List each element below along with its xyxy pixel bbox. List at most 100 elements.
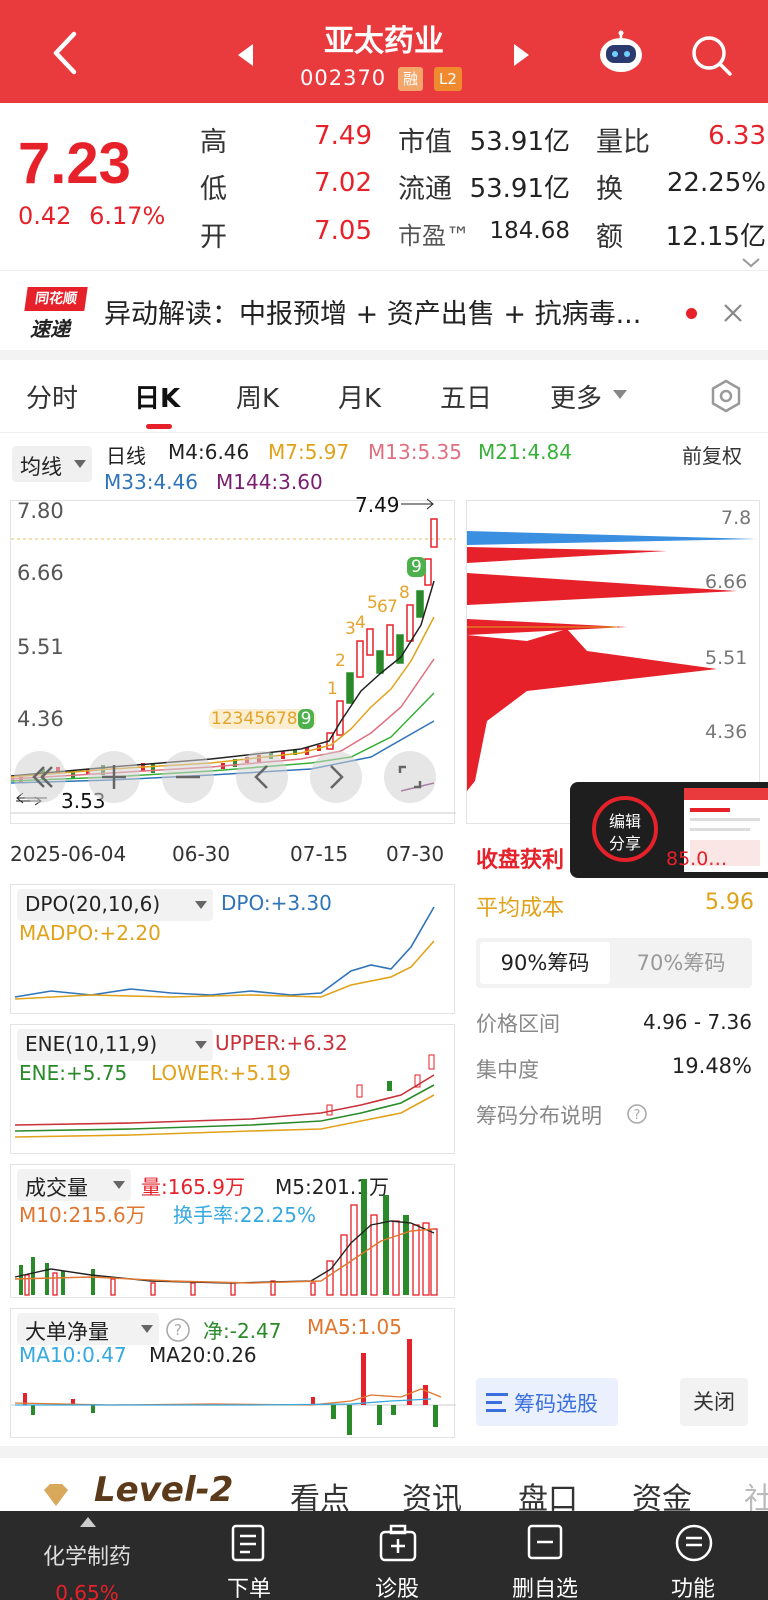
sector-item[interactable]: 化学制药 0.65% xyxy=(12,1511,162,1600)
high-price-marker: 7.49 xyxy=(355,493,400,517)
tab-more[interactable]: 更多 xyxy=(550,384,603,414)
ene-selector[interactable]: ENE(10,11,9) xyxy=(17,1029,213,1061)
divider xyxy=(0,270,768,271)
y-label: 7.80 xyxy=(17,499,64,523)
volratio-value: 6.33 xyxy=(708,121,766,151)
volume-value: 量:165.9万 xyxy=(141,1175,245,1199)
zoom-out-far-button[interactable] xyxy=(14,751,66,803)
profit-ratio-label: 收盘获利 xyxy=(476,848,565,873)
chip-y-label: 5.51 xyxy=(705,647,748,669)
level2-badge: L2 xyxy=(434,67,462,91)
ma13-label: M13:5.35 xyxy=(368,440,462,464)
candles-rally xyxy=(326,518,438,750)
volume-m10: M10:215.6万 xyxy=(19,1203,146,1227)
next-stock-icon[interactable] xyxy=(514,44,529,66)
big-order-selector[interactable]: 大单净量 xyxy=(17,1313,159,1345)
chip-close-button[interactable]: 关闭 xyxy=(680,1378,748,1426)
top-header: 亚太药业 002370 融 L2 xyxy=(0,0,768,103)
order-doc-icon xyxy=(231,1524,265,1562)
zoom-in-button[interactable] xyxy=(88,751,140,803)
remove-watchlist-button[interactable]: 删自选 xyxy=(470,1511,620,1600)
chip-explain-link[interactable]: 筹码分布说明 xyxy=(476,1104,602,1128)
news-headline[interactable]: 异动解读：中报预增 + 资产出售 + 抗病毒... xyxy=(104,299,642,330)
date-label: 07-15 xyxy=(290,842,349,866)
stock-code: 002370 xyxy=(300,66,387,90)
high-value: 7.49 xyxy=(314,121,372,151)
menu-circle-icon xyxy=(675,1524,713,1562)
fq-label[interactable]: 前复权 xyxy=(682,444,742,468)
unread-dot xyxy=(686,308,697,319)
tab-monthly-k[interactable]: 月K xyxy=(338,384,382,414)
dpo-selector[interactable]: DPO(20,10,6) xyxy=(17,889,213,921)
big-order-ma10: MA10:0.47 xyxy=(19,1343,127,1367)
close-icon[interactable] xyxy=(722,302,744,324)
td-seq-1: 1 xyxy=(327,679,338,699)
order-button[interactable]: 下单 xyxy=(174,1511,324,1600)
search-icon[interactable] xyxy=(690,34,734,78)
svg-text:?: ? xyxy=(174,1321,182,1339)
volume-turnover-label: 换手率:22.25% xyxy=(173,1203,316,1227)
pan-left-button[interactable] xyxy=(236,751,288,803)
fullscreen-button[interactable] xyxy=(384,751,436,803)
td-seq-4: 4 xyxy=(355,613,366,633)
chip-y-label: 7.8 xyxy=(721,507,752,529)
tab-90-chips[interactable]: 90%筹码 xyxy=(480,942,610,984)
collapse-chevron-icon[interactable] xyxy=(740,256,762,270)
ene-panel[interactable]: ENE(10,11,9) UPPER:+6.32 ENE:+5.75 LOWER… xyxy=(10,1024,455,1154)
volume-selector[interactable]: 成交量 xyxy=(17,1169,131,1201)
back-icon[interactable] xyxy=(48,30,82,76)
caret-up-icon xyxy=(80,1517,96,1527)
td-seq-9: 9 xyxy=(407,557,426,577)
pan-right-button[interactable] xyxy=(310,751,362,803)
dpo-value: DPO:+3.30 xyxy=(221,891,332,915)
concentration-label: 集中度 xyxy=(476,1058,539,1082)
tab-fenshi[interactable]: 分时 xyxy=(26,384,79,414)
dropdown-icon xyxy=(113,1181,125,1189)
big-order-panel[interactable]: 大单净量 ? 净:-2.47 MA5:1.05 MA10:0.47 MA20:0… xyxy=(10,1308,456,1438)
minus-square-icon xyxy=(527,1524,563,1560)
share-popup[interactable]: 编辑 分享 xyxy=(570,782,768,878)
help-icon[interactable]: ? xyxy=(626,1103,648,1125)
period-label: 日线 xyxy=(106,444,146,468)
stock-name: 亚太药业 xyxy=(324,24,444,59)
robot-assistant-icon[interactable] xyxy=(596,30,646,76)
big-order-ma5: MA5:1.05 xyxy=(307,1315,402,1339)
ene-chart xyxy=(14,1054,435,1138)
date-label: 2025-06-04 xyxy=(10,842,127,866)
zoom-out-button[interactable] xyxy=(162,751,214,803)
screenshot-thumbnail[interactable] xyxy=(684,788,768,872)
active-tab-indicator xyxy=(146,424,172,429)
svg-text:?: ? xyxy=(634,1108,641,1123)
big-order-ma20: MA20:0.26 xyxy=(149,1343,257,1367)
dpo-panel[interactable]: DPO(20,10,6) DPO:+3.30 MADPO:+2.20 xyxy=(10,884,455,1014)
volume-m5: M5:201.1万 xyxy=(275,1175,389,1199)
td-seq-6: 6 xyxy=(377,597,388,617)
diagnose-button[interactable]: 诊股 xyxy=(322,1511,472,1600)
tab-weekly-k[interactable]: 周K xyxy=(236,384,280,414)
margin-badge: 融 xyxy=(398,67,424,91)
concentration-value: 19.48% xyxy=(671,1054,752,1078)
tab-level2[interactable]: Level-2 xyxy=(94,1470,234,1510)
chip-y-label: 6.66 xyxy=(705,571,748,593)
ma-selector[interactable]: 均线 xyxy=(12,446,92,482)
tab-five-day[interactable]: 五日 xyxy=(440,384,493,414)
help-icon[interactable]: ? xyxy=(165,1317,191,1343)
profit-ratio-value: 85.0… xyxy=(666,848,728,870)
volume-panel[interactable]: 成交量 量:165.9万 M5:201.1万 M10:215.6万 换手率:22… xyxy=(10,1164,455,1298)
settings-hexagon-icon[interactable] xyxy=(708,378,744,414)
price-range-value: 4.96 - 7.36 xyxy=(643,1010,752,1034)
ma4-label: M4:6.46 xyxy=(168,440,250,464)
dropdown-icon xyxy=(195,901,207,909)
chip-select-button[interactable]: 筹码选股 xyxy=(476,1378,618,1426)
volume-chart xyxy=(14,1179,438,1296)
ma144-label: M144:3.60 xyxy=(216,470,323,494)
ma7-label: M7:5.97 xyxy=(268,440,350,464)
tab-70-chips[interactable]: 70%筹码 xyxy=(636,951,726,975)
prev-stock-icon[interactable] xyxy=(238,44,253,66)
tab-daily-k[interactable]: 日K xyxy=(134,384,181,414)
chip-distribution-panel[interactable]: 7.8 6.66 5.51 4.36 xyxy=(466,500,760,824)
function-menu-button[interactable]: 功能 xyxy=(618,1511,768,1600)
medical-kit-icon xyxy=(379,1524,417,1562)
edit-share-button[interactable]: 编辑 分享 xyxy=(592,796,658,862)
ene-upper: UPPER:+6.32 xyxy=(215,1031,348,1055)
